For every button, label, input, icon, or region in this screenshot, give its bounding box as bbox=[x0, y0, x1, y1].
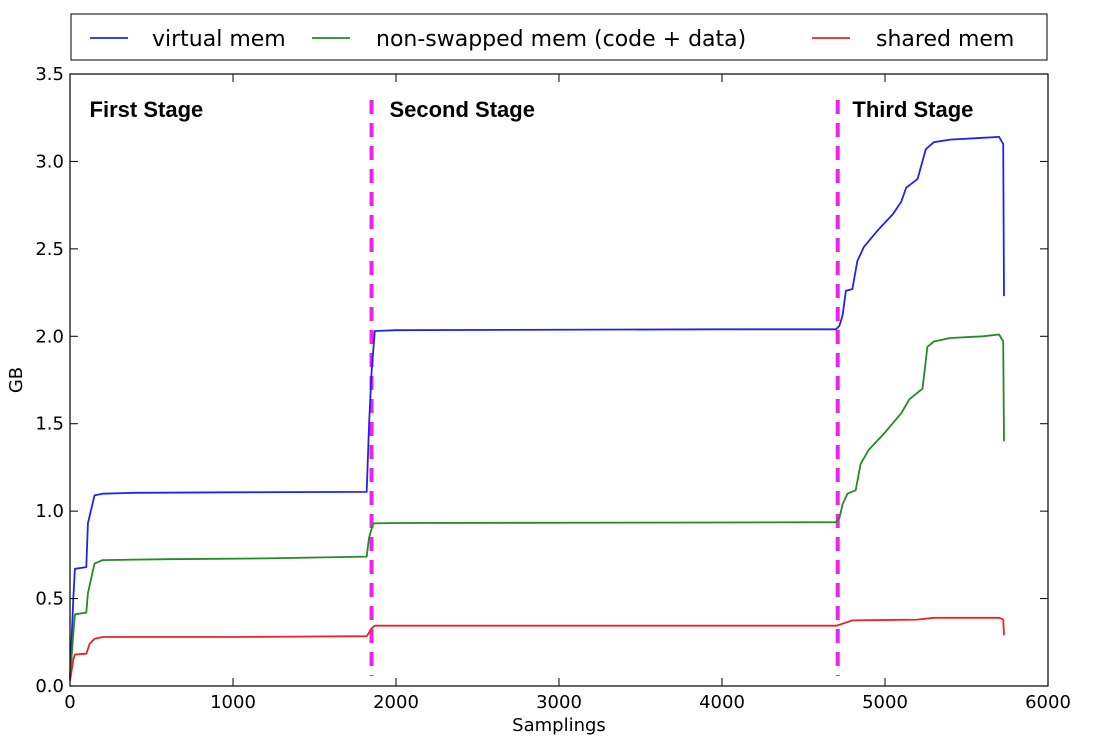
legend-box bbox=[70, 13, 1048, 61]
y-axis-label: GB bbox=[6, 367, 27, 393]
series-line-2 bbox=[69, 333, 1005, 680]
y-tick-label: 3.0 bbox=[35, 151, 64, 172]
y-tick-label: 1.0 bbox=[35, 501, 64, 522]
stage-label-2: Second Stage bbox=[389, 97, 534, 122]
stage-labels: First Stage Second Stage Third Stage bbox=[90, 97, 974, 122]
series-line-1 bbox=[69, 135, 1005, 678]
y-tick-label: 2.5 bbox=[35, 239, 64, 260]
series-lines bbox=[69, 135, 1005, 681]
legend-label-1: virtual mem bbox=[152, 27, 286, 52]
legend-label-2: non-swapped mem (code + data) bbox=[376, 27, 746, 52]
x-tick-label: 0 bbox=[64, 692, 75, 713]
x-tick-label: 4000 bbox=[699, 692, 745, 713]
stage-label-3: Third Stage bbox=[852, 97, 973, 122]
plot-background bbox=[70, 74, 1048, 686]
x-tick-label: 2000 bbox=[373, 692, 419, 713]
stage-label-1: First Stage bbox=[90, 97, 204, 122]
x-tick-label: 5000 bbox=[862, 692, 908, 713]
y-axis-ticks: 0.0 0.5 1.0 1.5 2.0 2.5 3.0 3.5 bbox=[35, 64, 1048, 697]
y-tick-label: 0.0 bbox=[35, 676, 64, 697]
y-tick-label: 0.5 bbox=[35, 589, 64, 610]
x-tick-label: 3000 bbox=[536, 692, 582, 713]
y-tick-label: 2.0 bbox=[35, 326, 64, 347]
x-axis-label: Samplings bbox=[512, 715, 606, 736]
y-tick-label: 1.5 bbox=[35, 414, 64, 435]
x-tick-label: 6000 bbox=[1025, 692, 1071, 713]
x-axis-ticks: 0 1000 2000 3000 4000 5000 6000 bbox=[64, 74, 1071, 713]
y-tick-label: 3.5 bbox=[35, 64, 64, 85]
legend: virtual mem non-swapped mem (code + data)… bbox=[70, 13, 1048, 61]
legend-label-3: shared mem bbox=[876, 27, 1014, 52]
series-line-3 bbox=[69, 616, 1005, 681]
x-tick-label: 1000 bbox=[210, 692, 256, 713]
